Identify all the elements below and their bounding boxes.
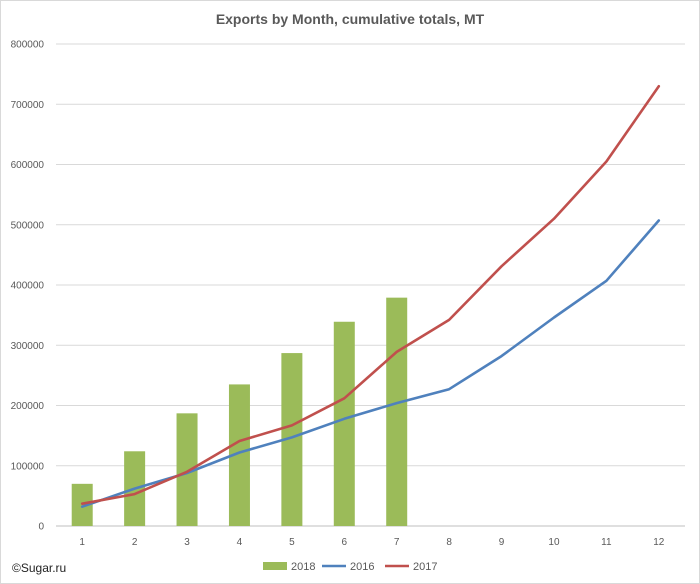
y-tick-label: 500000: [11, 220, 45, 231]
bar-2018-3: [176, 413, 198, 526]
x-tick-label: 1: [79, 537, 85, 548]
watermark: ©Sugar.ru: [12, 561, 67, 575]
x-tick-label: 11: [601, 537, 612, 548]
y-tick-label: 300000: [11, 341, 45, 352]
bar-2018-5: [281, 353, 303, 526]
y-tick-label: 0: [38, 522, 44, 533]
line-2016: [80, 219, 661, 509]
x-tick-label: 10: [548, 537, 560, 548]
gridlines: [56, 43, 685, 527]
x-tick-label: 5: [289, 537, 295, 548]
bar-2018-7: [386, 297, 408, 526]
legend-label-2018: 2018: [291, 561, 315, 573]
y-tick-label: 700000: [11, 100, 45, 111]
y-tick-label: 800000: [11, 40, 45, 51]
x-tick-label: 3: [184, 537, 190, 548]
y-tick-label: 400000: [11, 281, 45, 292]
bar-2018-4: [228, 384, 250, 526]
line-series: [80, 84, 661, 509]
y-tick-label: 600000: [11, 160, 45, 171]
x-tick-label: 4: [237, 537, 243, 548]
bar-2018-6: [333, 321, 355, 526]
chart-title: Exports by Month, cumulative totals, MT: [216, 11, 485, 27]
line-2017: [80, 84, 661, 506]
y-tick-label: 100000: [11, 461, 45, 472]
legend-label-2016: 2016: [350, 561, 374, 573]
x-tick-label: 6: [342, 537, 348, 548]
y-tick-label: 200000: [11, 401, 45, 412]
x-tick-label: 9: [499, 537, 505, 548]
x-tick-label: 8: [446, 537, 452, 548]
x-tick-label: 7: [394, 537, 400, 548]
x-axis-ticks: 1 2 3 4 5 6 7 8 9 10 11 12: [79, 537, 664, 548]
legend: 2018 2016 2017: [263, 561, 437, 573]
x-tick-label: 2: [132, 537, 138, 548]
legend-label-2017: 2017: [413, 561, 437, 573]
legend-swatch-2018: [263, 562, 287, 570]
x-tick-label: 12: [653, 537, 665, 548]
y-axis-ticks: 0 100000 200000 300000 400000 500000 600000 700…: [11, 40, 45, 533]
